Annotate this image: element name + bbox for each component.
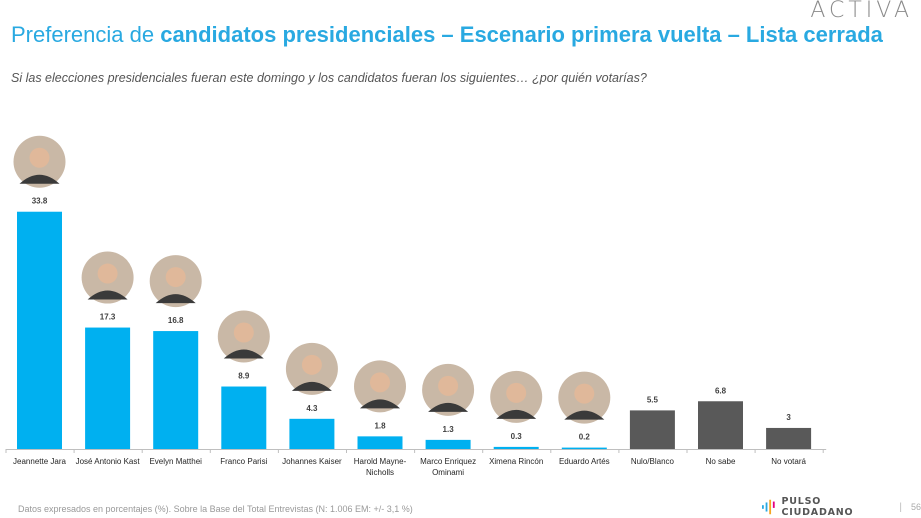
title-bold: candidatos presidenciales – Escenario pr… [160,22,883,47]
bar [561,447,607,450]
page-separator: | [899,501,902,513]
data-label: 17.3 [100,313,116,322]
candidate-photo [217,310,270,363]
data-label: 1.8 [374,421,386,430]
category-label: Jeannette Jara [13,457,66,466]
candidate-photo [558,371,611,424]
category-label: Marco Enriquez [420,457,476,466]
activa-logo: ACTIVA [810,0,913,23]
title-prefix: Preferencia de [11,22,161,47]
category-label: Ximena Rincón [489,457,543,466]
data-label: 6.8 [715,386,727,395]
bar [493,446,539,449]
bar [766,427,812,449]
data-label: 1.3 [443,425,455,434]
candidate-photo [285,342,338,395]
data-label: 3 [786,413,791,422]
bar [17,211,62,449]
category-label: Eduardo Artés [559,457,610,466]
bar [85,327,131,449]
category-label: Ominami [432,468,464,477]
data-label: 16.8 [168,316,184,325]
data-label: 0.3 [511,432,523,441]
category-label: Franco Parisi [220,457,267,466]
candidate-photo [13,135,66,188]
data-label: 33.8 [32,197,48,206]
data-label: 8.9 [238,372,250,381]
bar [153,331,199,449]
bar [221,386,267,449]
data-label: 0.2 [579,433,591,442]
candidate-photo [81,251,134,304]
category-label: Nicholls [366,468,394,477]
category-label: No votará [771,457,806,466]
data-label: 4.3 [306,404,318,413]
category-label: Evelyn Matthei [149,457,202,466]
category-label: Johannes Kaiser [282,457,342,466]
category-label: José Antonio Kast [76,457,141,466]
page-number: 56 [910,502,921,512]
pulse-bars-icon [762,499,775,515]
category-label: Harold Mayne- [354,457,407,466]
bar [357,436,403,449]
category-label: Nulo/Blanco [631,457,675,466]
bar [698,401,743,449]
bar [629,410,675,449]
category-label: No sabe [706,457,736,466]
page-title: Preferencia de candidatos presidenciales… [11,22,883,48]
candidate-photo [149,255,202,308]
candidate-photo [354,360,406,413]
footnote: Datos expresados en porcentajes (%). Sob… [18,504,413,514]
data-label: 5.5 [647,395,659,404]
bar [289,418,335,449]
bar [425,439,471,449]
candidate-photo [422,363,475,416]
question-subtitle: Si las elecciones presidenciales fueran … [11,71,647,85]
pulso-ciudadano-logo: PULSO CIUDADANO | 56 [762,496,921,518]
pulso-ciudadano-text: PULSO CIUDADANO [781,496,854,518]
candidate-photo [490,370,543,423]
